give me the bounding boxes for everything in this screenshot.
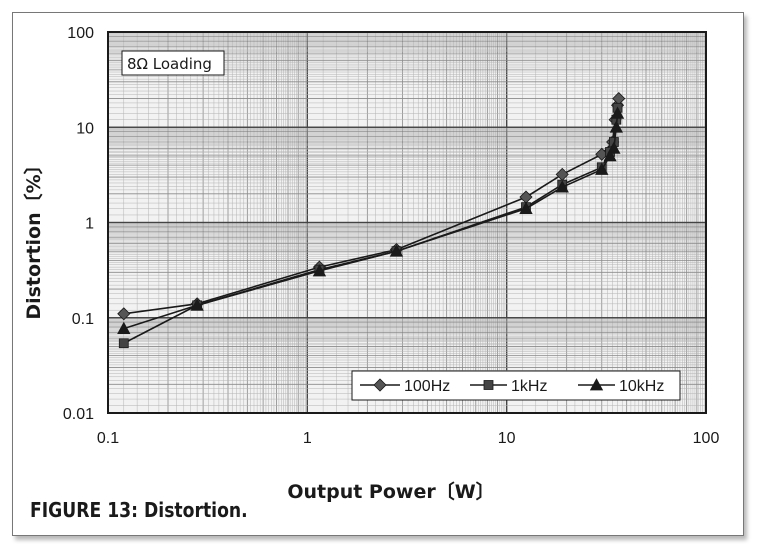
legend-label: 10kHz: [619, 378, 664, 395]
data-point: [117, 307, 131, 321]
data-point: [118, 338, 129, 349]
annotation-box: [121, 50, 225, 76]
legend-marker: [483, 380, 494, 390]
figure-caption: FIGURE 13: Distortion.: [30, 498, 248, 522]
legend-item: 100Hz: [360, 378, 450, 395]
y-tick-label: 0.01: [63, 406, 94, 423]
data-point: [603, 149, 617, 162]
x-tick-label: 10: [498, 430, 516, 447]
y-tick-label: 0.1: [72, 311, 94, 328]
legend: 100Hz 1kHz 10kHz: [351, 370, 681, 401]
y-axis-label: Distortion〔%〕: [22, 155, 45, 319]
y-tick-label: 10: [76, 120, 94, 137]
legend-marker: [589, 378, 604, 391]
legend-box: [351, 370, 681, 401]
y-tick-label: 1: [85, 216, 94, 233]
x-axis-label: Output Power〔W〕: [287, 480, 494, 503]
data-point: [609, 120, 624, 133]
legend-label: 1kHz: [511, 378, 547, 395]
annotation-text: 8Ω Loading: [127, 55, 212, 73]
plot-border: [107, 31, 707, 414]
data-point: [389, 244, 404, 257]
x-tick-label: 1: [303, 430, 312, 447]
data-point: [519, 201, 533, 214]
legend-marker: [373, 378, 387, 392]
x-tick-label: 0.1: [97, 430, 119, 447]
data-point: [312, 264, 327, 277]
series-10kHz: [117, 106, 625, 334]
data-point: [607, 141, 621, 154]
data-point: [555, 180, 569, 193]
data-point: [610, 106, 625, 119]
data-point: [595, 162, 609, 175]
legend-item: 1kHz: [470, 378, 547, 395]
legend-label: 100Hz: [404, 378, 450, 395]
y-tick-label: 100: [67, 25, 94, 42]
x-tick-label: 100: [693, 430, 720, 447]
data-point: [190, 298, 204, 311]
data-point: [117, 321, 131, 334]
loading-annotation: 8Ω Loading: [121, 50, 225, 76]
legend-item: 10kHz: [578, 378, 664, 395]
